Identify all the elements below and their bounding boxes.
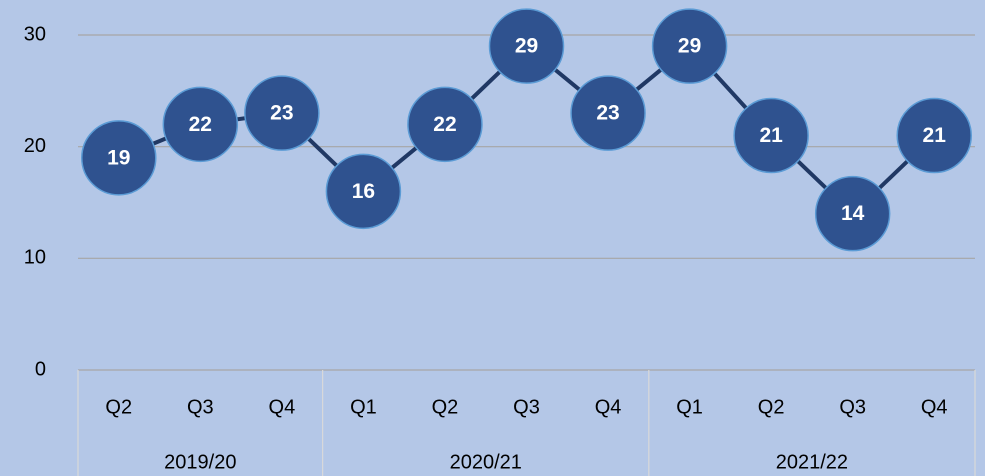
group-label: 2020/21 — [450, 451, 522, 473]
x-tick-label: Q1 — [676, 396, 703, 418]
marker — [814, 175, 891, 252]
y-tick-label: 30 — [24, 23, 46, 45]
data-label: 29 — [515, 35, 538, 58]
x-tick-label: Q4 — [921, 396, 948, 418]
y-tick-label: 10 — [24, 247, 46, 269]
x-tick-label: Q2 — [105, 396, 132, 418]
marker — [733, 97, 809, 174]
marker — [244, 75, 320, 151]
marker — [488, 8, 565, 84]
x-tick-label: Q4 — [269, 396, 296, 418]
marker — [896, 97, 972, 174]
marker — [407, 86, 483, 163]
data-label: 19 — [107, 146, 130, 169]
marker — [651, 8, 728, 84]
group-label: 2019/20 — [164, 451, 236, 473]
x-tick-label: Q3 — [839, 396, 866, 418]
data-label: 22 — [433, 113, 456, 136]
y-tick-label: 0 — [35, 358, 46, 380]
x-tick-label: Q3 — [513, 396, 540, 418]
data-label: 14 — [841, 202, 865, 225]
group-label: 2021/22 — [776, 451, 848, 473]
x-tick-label: Q2 — [432, 396, 459, 418]
data-label: 21 — [923, 124, 947, 147]
data-label: 21 — [759, 124, 783, 147]
marker — [81, 120, 157, 196]
y-tick-label: 20 — [24, 135, 46, 157]
x-tick-label: Q4 — [595, 396, 622, 418]
data-label: 23 — [270, 102, 293, 125]
data-label: 16 — [352, 180, 375, 203]
x-tick-label: Q3 — [187, 396, 214, 418]
marker — [162, 86, 239, 163]
x-tick-label: Q1 — [350, 396, 377, 418]
x-tick-label: Q2 — [758, 396, 785, 418]
data-label: 23 — [596, 102, 619, 125]
marker — [325, 153, 402, 230]
data-label: 22 — [189, 113, 212, 136]
data-label: 29 — [678, 35, 701, 58]
marker — [570, 75, 646, 151]
